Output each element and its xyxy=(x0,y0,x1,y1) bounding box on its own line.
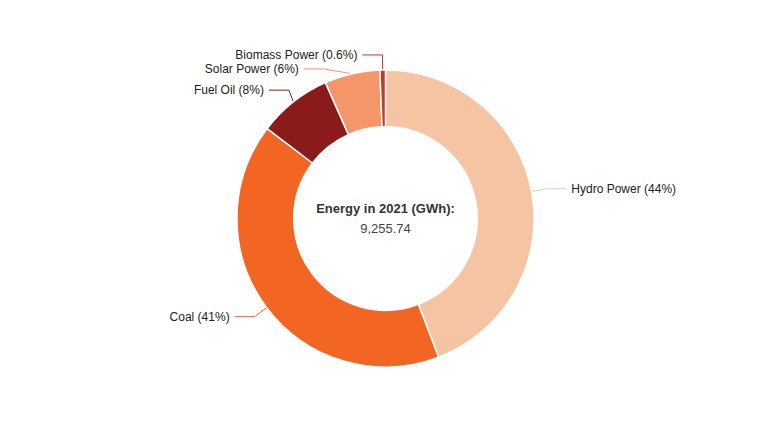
svg-text:Fuel Oil (8%): Fuel Oil (8%) xyxy=(194,83,264,97)
svg-text:Biomass Power (0.6%): Biomass Power (0.6%) xyxy=(235,48,357,62)
svg-text:Energy in 2021 (GWh):: Energy in 2021 (GWh): xyxy=(316,201,455,216)
svg-text:Solar Power (6%): Solar Power (6%) xyxy=(205,62,299,76)
svg-text:Hydro Power (44%): Hydro Power (44%) xyxy=(571,182,676,196)
svg-text:Coal (41%): Coal (41%) xyxy=(170,310,230,324)
svg-text:9,255.74: 9,255.74 xyxy=(360,221,411,236)
